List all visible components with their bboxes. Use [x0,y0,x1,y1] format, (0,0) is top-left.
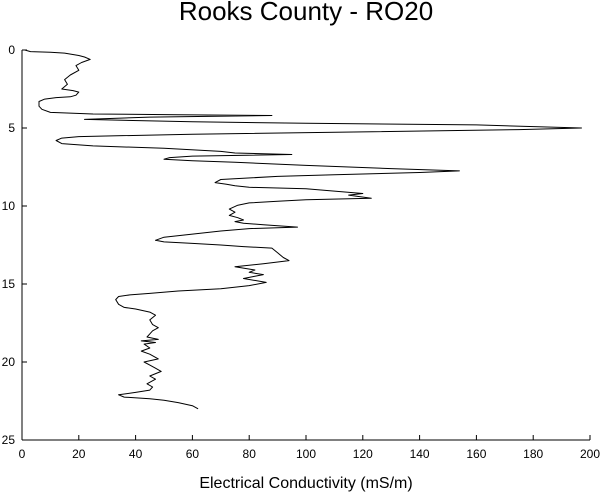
y-tick-label: 20 [2,355,16,369]
y-tick-label: 0 [8,43,15,57]
ticks: 0 20 40 60 80 100 120 140 160 180 200 0 5 10 15 20 25 [2,43,600,461]
x-tick-label: 140 [410,447,430,461]
x-tick-label: 60 [186,447,200,461]
x-tick-label: 180 [523,447,543,461]
series-layer [24,49,582,410]
x-tick-label: 120 [353,447,373,461]
x-tick-label: 20 [72,447,86,461]
x-tick-label: 80 [243,447,257,461]
y-tick-label: 5 [8,121,15,135]
x-tick-label: 160 [466,447,486,461]
y-tick-label: 25 [2,433,16,447]
x-axis-label: Electrical Conductivity (mS/m) [199,475,412,492]
y-tick-label: 10 [2,199,16,213]
series-line [24,49,582,410]
x-tick-label: 40 [129,447,143,461]
y-tick-label: 15 [2,277,16,291]
x-tick-label: 0 [19,447,26,461]
x-tick-label: 100 [296,447,316,461]
x-tick-label: 200 [580,447,600,461]
axes [21,50,590,441]
chart-title: Rooks County - RO20 [179,0,433,26]
